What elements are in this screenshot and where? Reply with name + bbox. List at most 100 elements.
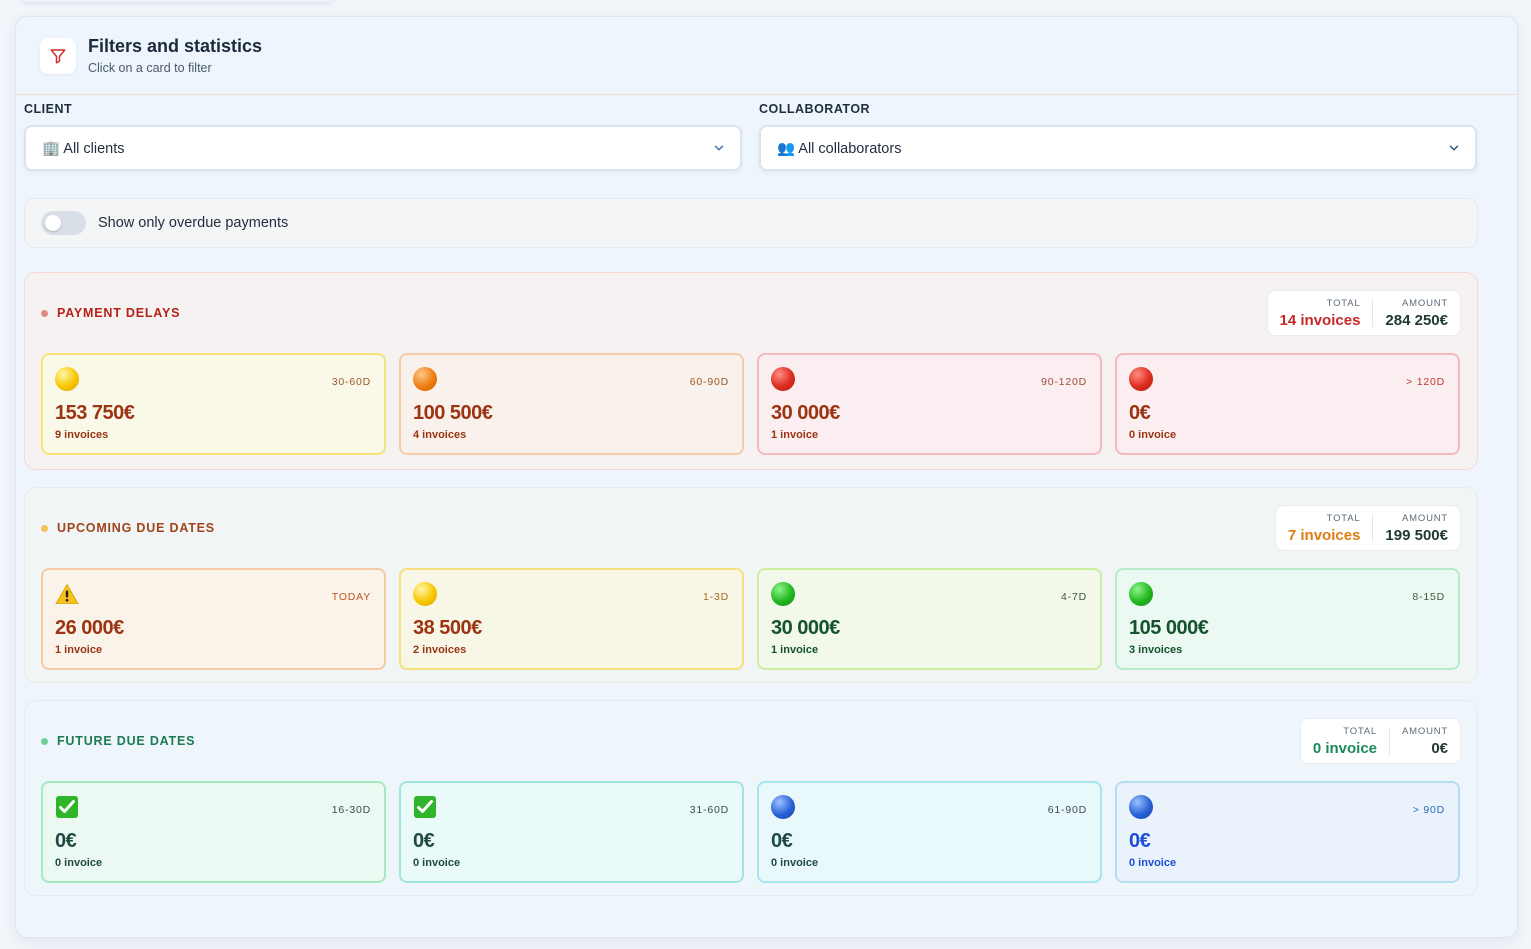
client-select-value: 🏢 All clients — [42, 140, 125, 157]
payment-delays-title: PAYMENT DELAYS — [57, 306, 181, 320]
chevron-down-icon — [1449, 145, 1459, 151]
overdue-toggle-row: Show only overdue payments — [24, 198, 1478, 248]
delay-card-90-120[interactable]: 90-120D 30 000€ 1 invoice — [757, 353, 1102, 455]
card-count: 0 invoice — [55, 857, 103, 869]
red-circle-icon — [1129, 367, 1153, 391]
top-tab-shadow — [20, 0, 335, 2]
amount-value: 0€ — [1431, 739, 1448, 757]
card-count: 2 invoices — [413, 644, 467, 656]
card-count: 9 invoices — [55, 429, 109, 441]
card-count: 4 invoices — [413, 429, 467, 441]
overdue-toggle-label: Show only overdue payments — [98, 215, 289, 231]
upcoming-card-1-3[interactable]: 1-3D 38 500€ 2 invoices — [399, 568, 744, 670]
page-title: Filters and statistics — [88, 36, 263, 56]
card-range: > 90D — [1412, 804, 1445, 816]
red-circle-icon — [771, 367, 795, 391]
amount-label: AMOUNT — [1402, 297, 1448, 309]
card-range: 8-15D — [1412, 591, 1445, 603]
delay-card-over-120[interactable]: > 120D 0€ 0 invoice — [1115, 353, 1460, 455]
total-label: TOTAL — [1326, 297, 1361, 309]
blue-circle-icon — [1129, 795, 1153, 819]
client-label: CLIENT — [24, 102, 73, 116]
card-range: 16-30D — [331, 804, 371, 816]
warning-icon — [55, 582, 79, 606]
divider — [1372, 514, 1374, 542]
total-value: 7 invoices — [1287, 526, 1361, 544]
card-amount: 100 500€ — [413, 402, 493, 424]
upcoming-card-4-7[interactable]: 4-7D 30 000€ 1 invoice — [757, 568, 1102, 670]
green-circle-icon — [1129, 582, 1153, 606]
yellow-circle-icon — [55, 367, 79, 391]
upcoming-card-8-15[interactable]: 8-15D 105 000€ 3 invoices — [1115, 568, 1460, 670]
collaborator-label: COLLABORATOR — [759, 102, 871, 116]
card-count: 1 invoice — [55, 644, 103, 656]
status-dot-icon — [41, 524, 48, 532]
future-due-dates-section: FUTURE DUE DATES TOTAL 0 invoice AMOUNT … — [24, 700, 1478, 896]
card-amount: 105 000€ — [1129, 617, 1209, 639]
panel-header: Filters and statistics Click on a card t… — [16, 17, 1517, 95]
card-amount: 26 000€ — [55, 617, 124, 639]
total-value: 0 invoice — [1312, 739, 1378, 757]
card-count: 0 invoice — [1129, 857, 1177, 869]
blue-circle-icon — [771, 795, 795, 819]
payment-delays-section: PAYMENT DELAYS TOTAL 14 invoices AMOUNT … — [24, 272, 1478, 470]
overdue-toggle[interactable] — [41, 211, 86, 235]
delay-card-60-90[interactable]: 60-90D 100 500€ 4 invoices — [399, 353, 744, 455]
amount-value: 284 250€ — [1385, 311, 1448, 329]
card-range: 30-60D — [331, 376, 371, 388]
upcoming-due-dates-section: UPCOMING DUE DATES TOTAL 7 invoices AMOU… — [24, 487, 1478, 683]
card-count: 1 invoice — [771, 429, 819, 441]
card-amount: 0€ — [771, 830, 793, 852]
orange-circle-icon — [413, 367, 437, 391]
chevron-down-icon — [714, 145, 724, 151]
total-label: TOTAL — [1326, 512, 1361, 524]
divider — [1389, 727, 1391, 755]
future-totals: TOTAL 0 invoice AMOUNT 0€ — [1299, 718, 1461, 764]
card-count: 0 invoice — [1129, 429, 1177, 441]
delay-card-30-60[interactable]: 30-60D 153 750€ 9 invoices — [41, 353, 386, 455]
upcoming-card-today[interactable]: TODAY 26 000€ 1 invoice — [41, 568, 386, 670]
filter-icon — [40, 37, 76, 74]
card-range: TODAY — [331, 591, 371, 603]
amount-label: AMOUNT — [1402, 725, 1448, 737]
card-amount: 153 750€ — [55, 402, 135, 424]
page-subtitle: Click on a card to filter — [88, 61, 212, 75]
card-range: 31-60D — [689, 804, 729, 816]
collaborator-filter: COLLABORATOR 👥 All collaborators — [759, 102, 1477, 171]
payment-delays-title-wrap: PAYMENT DELAYS — [41, 306, 180, 320]
filter-selects: CLIENT 🏢 All clients COLLABORATOR 👥 All … — [24, 102, 1478, 171]
check-box-icon — [413, 795, 437, 819]
future-card-16-30[interactable]: 16-30D 0€ 0 invoice — [41, 781, 386, 883]
future-card-61-90[interactable]: 61-90D 0€ 0 invoice — [757, 781, 1102, 883]
collaborator-select[interactable]: 👥 All collaborators — [759, 125, 1477, 171]
status-dot-icon — [41, 737, 48, 745]
card-range: 61-90D — [1047, 804, 1087, 816]
future-card-31-60[interactable]: 31-60D 0€ 0 invoice — [399, 781, 744, 883]
card-count: 0 invoice — [413, 857, 461, 869]
total-label: TOTAL — [1343, 725, 1378, 737]
amount-value: 199 500€ — [1385, 526, 1448, 544]
card-count: 1 invoice — [771, 644, 819, 656]
upcoming-totals: TOTAL 7 invoices AMOUNT 199 500€ — [1274, 505, 1461, 551]
card-amount: 0€ — [55, 830, 77, 852]
status-dot-icon — [41, 309, 48, 317]
future-card-over-90[interactable]: > 90D 0€ 0 invoice — [1115, 781, 1460, 883]
amount-label: AMOUNT — [1402, 512, 1448, 524]
card-range: > 120D — [1406, 376, 1445, 388]
client-select[interactable]: 🏢 All clients — [24, 125, 742, 171]
card-range: 60-90D — [689, 376, 729, 388]
future-title: FUTURE DUE DATES — [57, 734, 196, 748]
yellow-circle-icon — [413, 582, 437, 606]
card-count: 0 invoice — [771, 857, 819, 869]
payment-delays-totals: TOTAL 14 invoices AMOUNT 284 250€ — [1266, 290, 1461, 336]
client-filter: CLIENT 🏢 All clients — [24, 102, 742, 171]
card-amount: 0€ — [1129, 402, 1151, 424]
collaborator-select-value: 👥 All collaborators — [777, 140, 902, 157]
total-value: 14 invoices — [1279, 311, 1361, 329]
card-amount: 0€ — [1129, 830, 1151, 852]
card-amount: 30 000€ — [771, 402, 840, 424]
future-title-wrap: FUTURE DUE DATES — [41, 734, 195, 748]
card-range: 1-3D — [703, 591, 729, 603]
card-amount: 0€ — [413, 830, 435, 852]
check-box-icon — [55, 795, 79, 819]
